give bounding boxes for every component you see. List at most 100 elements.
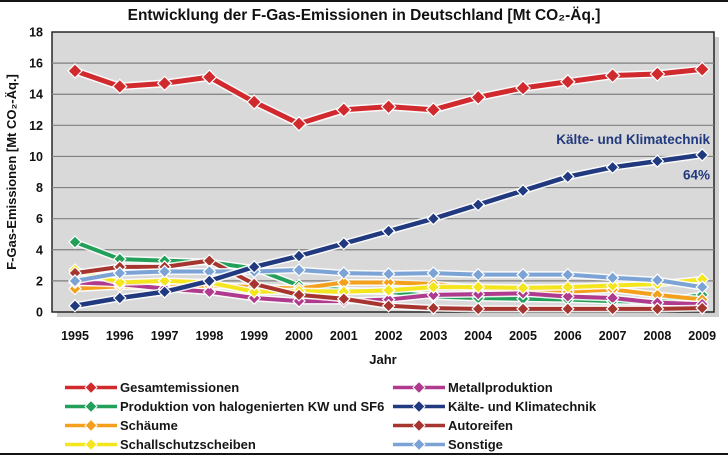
data-point-marker xyxy=(247,260,262,274)
x-tick-label: 2000 xyxy=(285,329,313,343)
legend-item-2: Schäume xyxy=(62,416,382,435)
data-point-marker xyxy=(426,266,441,280)
data-point-marker xyxy=(156,75,173,92)
x-tick-label: 2007 xyxy=(599,329,627,343)
legend-marker-icon xyxy=(65,380,117,395)
chart-plot-area: 0 2 4 6 8 10 12 14 16 18 1995 1996 1997 1998 1999 2000 2… xyxy=(4,26,719,367)
legend-marker-icon xyxy=(393,418,445,433)
data-point-marker xyxy=(426,211,441,226)
data-point-marker xyxy=(516,183,530,198)
data-point-marker xyxy=(471,280,486,294)
data-point-marker xyxy=(292,249,306,263)
data-point-marker xyxy=(649,66,666,82)
x-tick-label: 1996 xyxy=(106,329,134,343)
legend-item-5: Kälte- und Klimatechnik xyxy=(390,397,720,416)
data-point-marker xyxy=(560,302,575,316)
data-point-marker xyxy=(202,274,217,288)
x-tick-label: 1998 xyxy=(195,329,223,343)
legend-marker-icon xyxy=(65,399,117,414)
legend-item-1: Produktion von halogenierten KW und SF6 xyxy=(62,397,384,416)
legend-column-left: Gesamtemissionen Produktion von halogenie… xyxy=(62,378,384,453)
data-point-marker xyxy=(381,267,396,281)
data-point-marker xyxy=(559,73,576,90)
y-tick-label: 6 xyxy=(36,212,43,226)
y-tick-label: 14 xyxy=(29,88,43,102)
data-point-marker xyxy=(336,291,351,306)
data-point-marker xyxy=(471,197,486,212)
data-point-marker xyxy=(292,288,306,302)
data-point-marker xyxy=(201,69,218,85)
data-point-marker xyxy=(695,301,710,315)
x-tick-label: 2008 xyxy=(643,329,671,343)
legend-item-6: Autoreifen xyxy=(390,416,720,435)
data-point-marker xyxy=(68,298,82,313)
x-tick-label: 2002 xyxy=(375,329,403,343)
data-point-marker xyxy=(560,267,575,282)
legend-marker-icon xyxy=(393,380,445,395)
data-point-marker xyxy=(112,291,127,305)
data-point-marker xyxy=(381,224,396,238)
data-point-marker xyxy=(470,89,487,106)
data-point-marker xyxy=(605,278,620,293)
data-point-marker xyxy=(247,284,262,299)
data-point-marker xyxy=(68,235,82,249)
data-point-marker xyxy=(336,236,351,251)
legend-marker-icon xyxy=(393,437,445,452)
data-point-marker xyxy=(68,274,82,288)
x-tick-label: 2003 xyxy=(419,329,447,343)
x-tick-label: 2006 xyxy=(554,329,582,343)
data-point-marker xyxy=(202,284,217,299)
x-tick-label: 1999 xyxy=(240,329,268,343)
legend-item-3: Schallschutzscheiben xyxy=(62,435,382,453)
data-point-marker xyxy=(650,154,665,168)
y-tick-label: 4 xyxy=(36,243,43,257)
x-tick-label: 2009 xyxy=(688,329,716,343)
data-point-marker xyxy=(247,277,262,291)
legend-label: Kälte- und Klimatechnik xyxy=(448,399,597,414)
data-point-marker xyxy=(560,169,575,184)
data-point-marker xyxy=(650,302,665,316)
x-tick-label: 2001 xyxy=(330,329,358,343)
data-point-marker xyxy=(426,288,441,302)
legend-column-right: Metallproduktion Kälte- und Klimatechnik A… xyxy=(390,378,720,453)
data-point-marker xyxy=(112,266,127,280)
legend-item-0: Gesamtemissionen xyxy=(62,378,382,397)
legend-marker-icon xyxy=(65,437,117,452)
y-tick-label: 10 xyxy=(29,150,43,164)
y-axis-title: F-Gas-Emissionen [Mt CO₂-Äq.] xyxy=(4,74,19,270)
y-tick-label: 12 xyxy=(29,119,43,133)
data-point-marker xyxy=(292,263,306,277)
data-point-marker xyxy=(605,270,620,285)
y-tick-label: 2 xyxy=(36,274,43,288)
data-point-marker xyxy=(381,283,396,298)
x-tick-label: 1995 xyxy=(61,329,89,343)
legend-item-4: Metallproduktion xyxy=(390,378,720,397)
x-tick-label: 1997 xyxy=(151,329,179,343)
data-point-marker xyxy=(516,281,530,295)
data-point-marker xyxy=(336,266,351,280)
data-point-marker xyxy=(694,61,711,78)
data-point-marker xyxy=(695,280,710,294)
legend-label: Autoreifen xyxy=(448,418,513,433)
data-point-marker xyxy=(425,101,442,118)
legend-label: Schallschutzscheiben xyxy=(120,437,256,452)
annotation-text-1: 64% xyxy=(683,168,710,183)
data-point-marker xyxy=(335,101,352,118)
x-tick-label: 2004 xyxy=(464,329,492,343)
data-point-marker xyxy=(560,280,575,294)
data-point-marker xyxy=(650,273,665,287)
chart-legend: Gesamtemissionen Produktion von halogenie… xyxy=(0,378,728,453)
chart-title: Entwicklung der F-Gas-Emissionen in Deut… xyxy=(127,7,601,24)
y-tick-label: 8 xyxy=(36,181,43,195)
data-point-marker xyxy=(380,98,397,115)
data-point-marker xyxy=(426,280,441,294)
legend-label: Sonstige xyxy=(448,437,503,452)
x-axis-title: Jahr xyxy=(369,352,396,367)
data-point-marker xyxy=(471,267,486,282)
x-tick-label: 2005 xyxy=(509,329,537,343)
data-point-marker xyxy=(246,94,263,110)
data-point-marker xyxy=(605,160,620,175)
legend-label: Schäume xyxy=(120,418,178,433)
annotation-text-0: Kälte- und Klimatechnik xyxy=(556,132,710,147)
